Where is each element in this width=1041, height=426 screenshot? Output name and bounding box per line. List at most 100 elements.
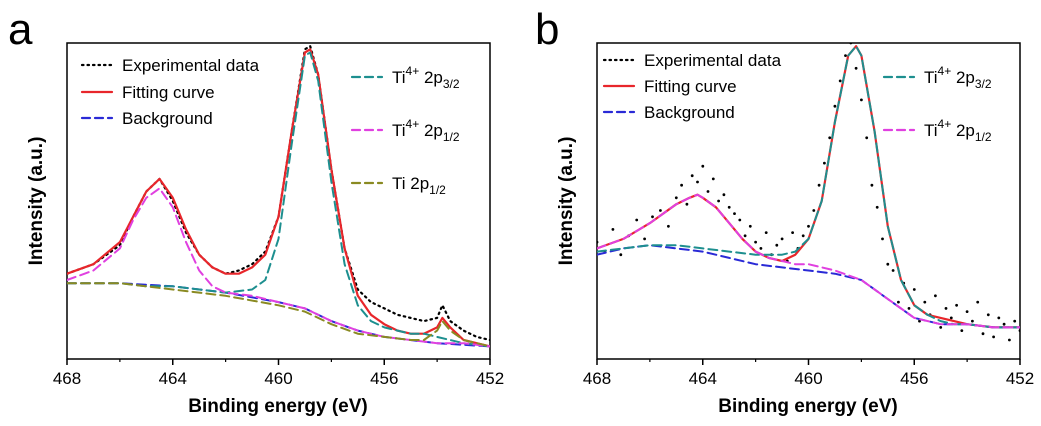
data-point bbox=[748, 224, 752, 228]
data-point bbox=[701, 164, 705, 168]
data-point bbox=[791, 231, 794, 235]
panel-letter-b: b bbox=[535, 5, 559, 54]
data-point bbox=[611, 228, 615, 231]
data-point bbox=[807, 224, 810, 228]
legend-label: Ti4+ 2p3/2 bbox=[392, 64, 460, 91]
data-point bbox=[981, 332, 985, 336]
legend-item: Ti4+ 2p1/2 bbox=[882, 117, 992, 144]
legend-item: Background bbox=[80, 109, 213, 128]
data-point bbox=[685, 202, 689, 206]
data-point bbox=[743, 234, 747, 238]
data-point bbox=[960, 329, 964, 332]
data-point bbox=[643, 237, 646, 241]
legend-label: Ti4+ 2p1/2 bbox=[924, 117, 992, 144]
series-experimental-data bbox=[597, 43, 1020, 342]
data-point bbox=[667, 224, 670, 228]
data-point bbox=[680, 183, 683, 187]
data-point bbox=[759, 247, 763, 250]
data-point bbox=[722, 193, 726, 197]
series-layer-a bbox=[67, 45, 490, 348]
legend-item: Ti 2p1/2 bbox=[350, 174, 446, 197]
data-point bbox=[651, 215, 654, 219]
data-point bbox=[949, 316, 953, 320]
data-point bbox=[1013, 319, 1017, 323]
legend-label: Fitting curve bbox=[644, 77, 737, 96]
legend-item: Ti4+ 2p3/2 bbox=[350, 64, 460, 91]
data-point bbox=[881, 237, 884, 241]
data-point bbox=[812, 209, 816, 212]
x-tick-label: 468 bbox=[53, 369, 81, 388]
data-point bbox=[828, 136, 832, 140]
legend-b: Experimental data Fitting curve Background… bbox=[602, 51, 992, 144]
data-point bbox=[717, 199, 720, 203]
data-point bbox=[775, 243, 779, 247]
data-point bbox=[696, 180, 699, 184]
data-point bbox=[1002, 322, 1006, 326]
data-point bbox=[1018, 329, 1020, 332]
series-ti4-2p3-2 bbox=[67, 51, 490, 348]
data-point bbox=[801, 234, 805, 238]
data-point bbox=[870, 183, 874, 187]
legend-label: Background bbox=[644, 103, 735, 122]
data-point bbox=[860, 98, 863, 102]
legend-label: Ti4+ 2p3/2 bbox=[924, 64, 992, 91]
data-point bbox=[817, 183, 821, 187]
x-tick-label: 456 bbox=[900, 369, 928, 388]
legend-label: Ti 2p1/2 bbox=[392, 174, 446, 197]
series-ti-2p1-2 bbox=[67, 282, 490, 348]
series-background bbox=[597, 244, 1020, 329]
data-point bbox=[780, 237, 784, 241]
data-point bbox=[907, 307, 911, 310]
series-ti4-2p3-2 bbox=[597, 45, 1020, 329]
data-point bbox=[875, 205, 879, 209]
legend-item: Background bbox=[602, 103, 735, 122]
panel-b: b 468 464 460 456 452 Binding energy (eV) In… bbox=[535, 5, 1034, 417]
series-layer-b bbox=[597, 43, 1020, 342]
data-point bbox=[923, 300, 927, 304]
x-tick-label: 464 bbox=[689, 369, 717, 388]
series-ti4-2p1-2 bbox=[597, 193, 1020, 329]
series-fitting-curve bbox=[67, 48, 490, 348]
data-point bbox=[854, 66, 858, 70]
data-point bbox=[619, 253, 623, 257]
data-point bbox=[733, 212, 736, 216]
data-point bbox=[711, 177, 715, 181]
data-point bbox=[976, 300, 980, 304]
panel-letter-a: a bbox=[8, 5, 33, 54]
y-axis-label-a: Intensity (a.u.) bbox=[26, 137, 47, 266]
legend-item: Fitting curve bbox=[80, 83, 215, 102]
legend-item: Fitting curve bbox=[602, 77, 737, 96]
legend-item: Ti4+ 2p1/2 bbox=[350, 117, 460, 144]
data-point bbox=[986, 313, 990, 317]
legend-a: Experimental data Fitting curve Background… bbox=[80, 56, 460, 197]
data-point bbox=[934, 294, 937, 298]
legend-label: Experimental data bbox=[644, 51, 782, 70]
data-point bbox=[997, 316, 1001, 320]
x-tick-label: 468 bbox=[583, 369, 611, 388]
x-tick-label: 452 bbox=[1006, 369, 1034, 388]
legend-item: Experimental data bbox=[80, 56, 260, 75]
data-point bbox=[897, 300, 900, 304]
data-point bbox=[706, 190, 710, 193]
legend-label: Ti4+ 2p1/2 bbox=[392, 117, 460, 144]
legend-item: Ti4+ 2p3/2 bbox=[882, 64, 992, 91]
x-tick-label: 456 bbox=[370, 369, 398, 388]
data-point bbox=[635, 218, 639, 222]
data-point bbox=[865, 136, 869, 140]
legend-label: Experimental data bbox=[122, 56, 260, 75]
data-point bbox=[912, 288, 916, 291]
data-point bbox=[838, 79, 842, 83]
data-point bbox=[944, 307, 948, 310]
data-point bbox=[955, 303, 958, 307]
data-point bbox=[971, 319, 974, 323]
data-point bbox=[939, 326, 943, 329]
x-ticks-b: 468 464 460 456 452 bbox=[583, 359, 1034, 388]
data-point bbox=[1008, 338, 1011, 342]
x-tick-label: 452 bbox=[476, 369, 504, 388]
legend-label: Fitting curve bbox=[122, 83, 215, 102]
data-point bbox=[886, 262, 890, 266]
data-point bbox=[674, 196, 678, 200]
y-axis-label-b: Intensity (a.u.) bbox=[556, 137, 577, 266]
x-axis-label-b: Binding energy (eV) bbox=[718, 396, 897, 417]
